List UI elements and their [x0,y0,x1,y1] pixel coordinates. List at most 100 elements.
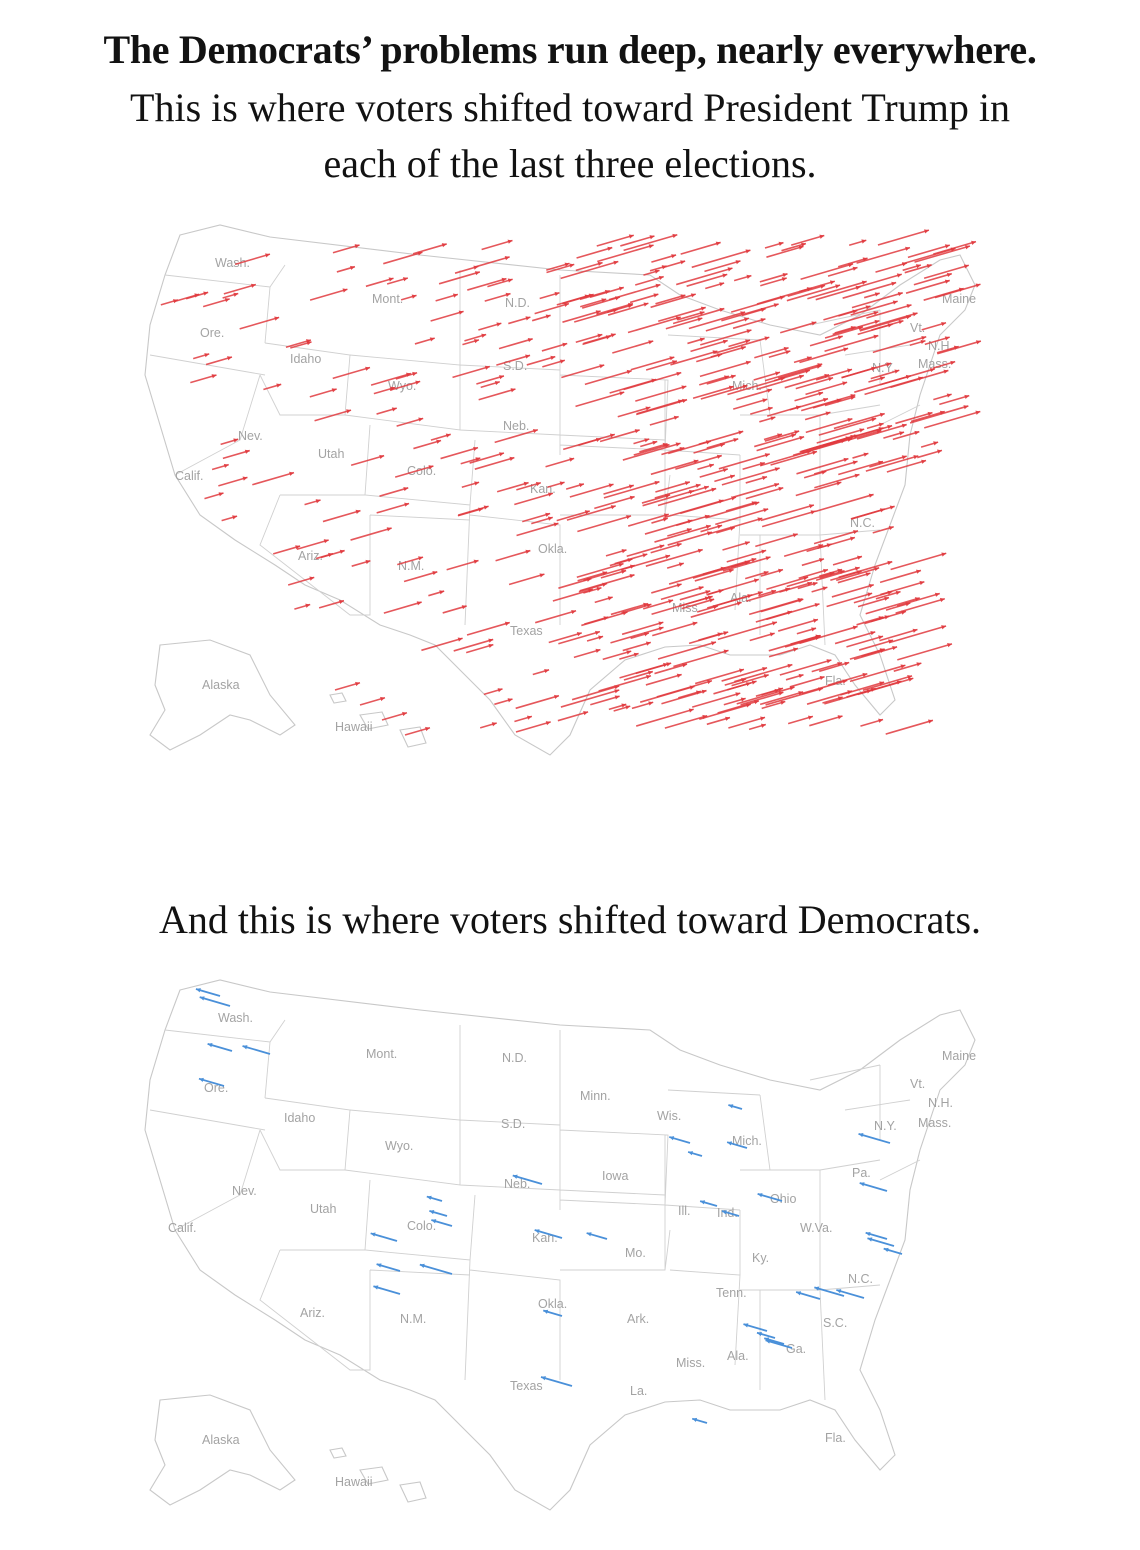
trump-shift-arrow [556,510,590,522]
label-vt: Vt. [910,321,925,335]
trump-shift-arrow [376,502,410,514]
label-nd: N.D. [505,296,530,310]
trump-shift-arrow [885,719,934,735]
trump-shift-arrow [581,611,628,627]
label-wis: Wis. [657,1109,681,1123]
trump-shift-arrow [691,692,741,708]
dem-shift-arrow [429,1209,448,1217]
trump-shift-arrow [815,368,853,381]
label-mont: Mont. [372,292,403,306]
dem-shift-arrow [859,1182,888,1192]
trump-shift-arrow [403,570,438,583]
trump-shift-arrow [290,341,312,349]
trump-shift-arrow [883,431,905,439]
trump-shift-arrow [856,246,911,264]
trump-shift-arrow [833,412,885,430]
trump-shift-arrow [675,267,733,286]
trump-shift-arrow [815,285,861,301]
trump-shift-arrow [857,273,903,288]
trump-shift-arrow [440,446,479,460]
trump-shift-arrow [764,430,800,442]
trump-shift-arrow [842,281,897,299]
trump-shift-arrow [474,456,515,470]
state-labels: Wash. Ore. Calif. Nev. Idaho Mont. Wyo. … [168,1011,976,1489]
label-tenn: Tenn. [716,1286,747,1300]
trump-shift-arrow [728,716,766,729]
trump-shift-arrow [620,554,671,571]
trump-shift-arrow [892,430,920,441]
trump-shift-arrow [707,517,763,535]
trump-shift-arrow [234,253,271,266]
dem-shift-arrow [699,1200,718,1207]
trump-shift-arrow [893,662,922,672]
trump-shift-arrow [890,552,947,571]
trump-shift-arrow [872,525,894,534]
trump-shift-arrow [777,618,819,632]
trump-shift-arrow [590,695,620,706]
trump-shift-arrow [379,486,409,497]
trump-shift-arrow [826,592,873,608]
trump-shift-arrow [768,647,799,658]
trump-shift-arrow [660,586,704,601]
trump-shift-arrow [824,334,879,353]
trump-shift-arrow [514,492,554,506]
trump-shift-arrow [584,369,632,386]
trump-shift-arrow [933,393,952,401]
label-wash: Wash. [215,256,250,270]
trump-shift-arrow [886,459,927,473]
trump-shift-arrow [350,454,385,467]
trump-shift-arrow [853,645,898,661]
trump-shift-arrow [263,383,282,391]
trump-shift-arrow [606,304,633,314]
trump-shift-arrow [657,641,717,660]
trump-shift-arrow [650,542,682,554]
dem-shift-arrow [426,1195,443,1202]
trump-shift-arrow [913,272,953,286]
trump-shift-arrow [765,687,824,706]
trump-shift-arrow [852,452,869,459]
trump-shift-arrow [657,487,717,507]
trump-shift-arrow [575,261,603,272]
trump-shift-arrow [603,480,660,499]
label-ala: Ala. [727,1349,749,1363]
dem-shift-arrow [728,1104,743,1110]
trump-shift-arrow [484,292,511,302]
label-nc: N.C. [848,1272,873,1286]
trump-shift-arrow [910,410,946,423]
trump-shift-arrow [515,721,551,733]
dem-shift-arrow [431,1219,453,1227]
dem-shift-arrow [370,1232,398,1242]
trump-shift-arrow [608,283,661,301]
dem-shift-arrow [756,1331,776,1339]
label-ky: Ky. [752,1251,769,1265]
trump-shift-arrow [414,337,435,345]
trump-shift-arrow [764,241,784,249]
label-texas: Texas [510,1379,543,1393]
trump-shift-arrow [617,406,651,418]
trump-shift-arrow [430,433,451,441]
trump-shift-arrow [779,321,817,334]
trump-shift-arrow [713,680,757,695]
trump-shift-arrow [734,663,793,683]
trump-shift-arrow [603,484,635,495]
trump-shift-arrow [705,282,725,290]
us-outline [144,979,976,1511]
trump-shift-arrow [896,592,941,607]
dem-shift-arrow [795,1291,821,1300]
trump-shift-arrow [397,556,424,566]
trump-shift-arrow [732,318,766,330]
trump-shift-arrow [623,670,654,681]
trump-shift-arrow [770,450,818,466]
trump-shift-arrow [640,440,658,448]
label-wyo: Wyo. [385,1139,413,1153]
trump-shift-arrow [598,674,652,692]
trump-shift-arrow [694,568,734,582]
trump-shift-arrow [750,406,773,415]
trump-shift-arrow [805,381,848,396]
trump-shift-arrow [614,553,648,565]
trump-shift-arrow [934,283,981,299]
trump-shift-arrow [386,277,409,285]
trump-shift-arrow [654,663,688,675]
trump-shift-arrow [469,452,505,464]
label-iowa: Iowa [602,1169,628,1183]
